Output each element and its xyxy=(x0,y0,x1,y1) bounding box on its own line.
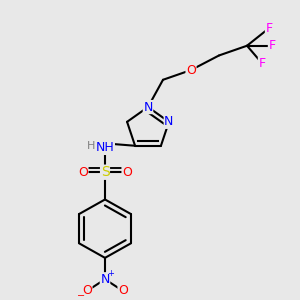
Text: F: F xyxy=(258,57,266,70)
Text: F: F xyxy=(266,22,273,35)
Text: S: S xyxy=(100,165,109,179)
Text: O: O xyxy=(82,284,92,297)
Text: NH: NH xyxy=(96,141,114,154)
Text: O: O xyxy=(78,166,88,179)
Text: −: − xyxy=(77,291,85,300)
Text: +: + xyxy=(108,269,114,278)
Text: H: H xyxy=(87,141,95,151)
Text: N: N xyxy=(143,100,153,113)
Text: N: N xyxy=(100,273,110,286)
Text: N: N xyxy=(164,115,174,128)
Text: O: O xyxy=(186,64,196,76)
Text: O: O xyxy=(118,284,128,297)
Text: F: F xyxy=(268,39,276,52)
Text: O: O xyxy=(122,166,132,179)
